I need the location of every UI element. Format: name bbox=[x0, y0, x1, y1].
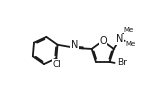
Text: O: O bbox=[99, 36, 107, 46]
Text: Me: Me bbox=[125, 41, 135, 47]
Text: N: N bbox=[116, 34, 123, 44]
Text: Br: Br bbox=[117, 58, 127, 67]
Text: Me: Me bbox=[124, 27, 134, 33]
Text: Cl: Cl bbox=[52, 60, 61, 69]
Text: N: N bbox=[71, 41, 78, 50]
